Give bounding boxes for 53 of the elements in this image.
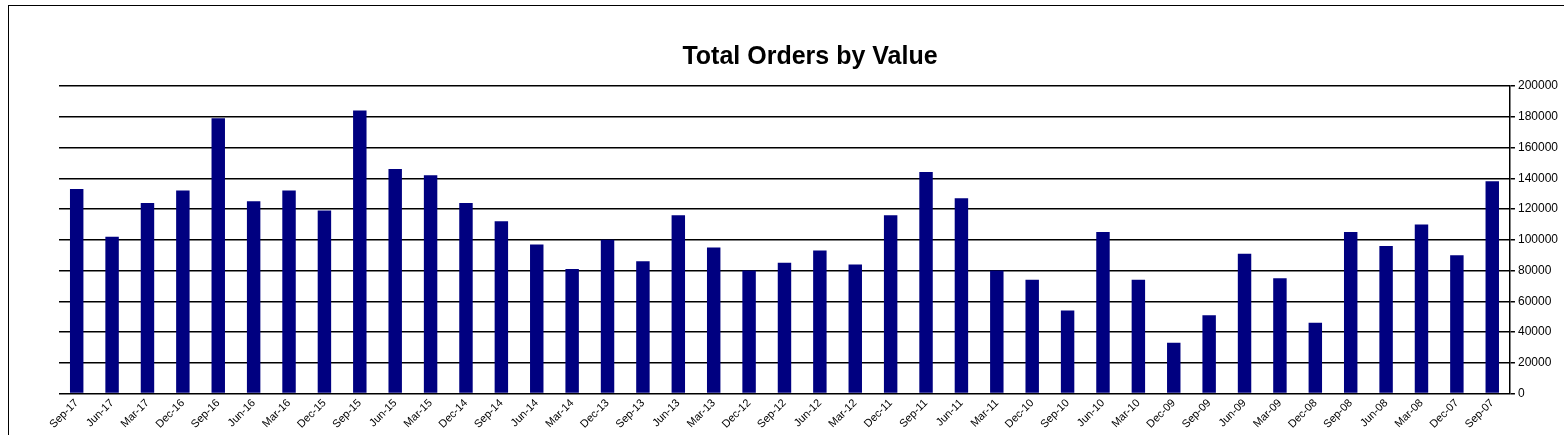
bar — [211, 118, 225, 393]
y-tick-label: 120000 — [1517, 201, 1559, 216]
bar — [742, 270, 756, 393]
bar — [565, 269, 579, 393]
y-tick-label: 140000 — [1517, 170, 1559, 185]
bar — [1485, 181, 1499, 393]
bar — [1025, 279, 1039, 393]
bar — [140, 202, 155, 393]
bar — [813, 250, 827, 393]
bar — [494, 221, 509, 393]
bar — [706, 247, 721, 393]
bar — [1237, 253, 1252, 393]
bar — [954, 198, 969, 393]
bar — [1167, 342, 1181, 393]
y-tick-label: 200000 — [1517, 78, 1559, 93]
bar — [246, 201, 261, 393]
bar — [69, 189, 84, 393]
bar — [317, 210, 332, 393]
y-tick-label: 0 — [1517, 385, 1525, 400]
y-tick-label: 80000 — [1517, 262, 1552, 277]
bar — [1308, 322, 1323, 393]
bar — [530, 244, 544, 393]
bar — [423, 175, 438, 393]
bar — [1202, 315, 1216, 393]
y-tick-label: 160000 — [1517, 139, 1559, 154]
bar — [353, 110, 367, 393]
bar — [1060, 310, 1075, 393]
y-tick-label: 100000 — [1517, 232, 1559, 247]
bar — [600, 239, 615, 393]
bar — [919, 172, 933, 393]
bar — [105, 236, 119, 393]
bar — [1450, 255, 1464, 393]
bar — [176, 190, 190, 393]
bar — [1343, 232, 1358, 393]
y-tick-label: 40000 — [1517, 324, 1552, 339]
bar — [848, 264, 862, 393]
bar — [990, 270, 1004, 393]
bar — [1379, 245, 1393, 393]
bar — [1273, 278, 1287, 393]
bar — [459, 202, 473, 393]
bar — [1096, 232, 1110, 393]
bar — [671, 215, 686, 393]
y-tick-label: 180000 — [1517, 109, 1559, 124]
y-tick-label: 60000 — [1517, 293, 1552, 308]
bar — [883, 215, 898, 393]
bar — [636, 261, 650, 393]
bar — [1414, 224, 1429, 393]
bar — [282, 190, 296, 393]
bar — [777, 262, 792, 393]
bar — [388, 169, 402, 393]
chart-title: Total Orders by Value — [682, 40, 938, 69]
bar — [1131, 279, 1146, 393]
y-tick-label: 20000 — [1517, 355, 1552, 370]
